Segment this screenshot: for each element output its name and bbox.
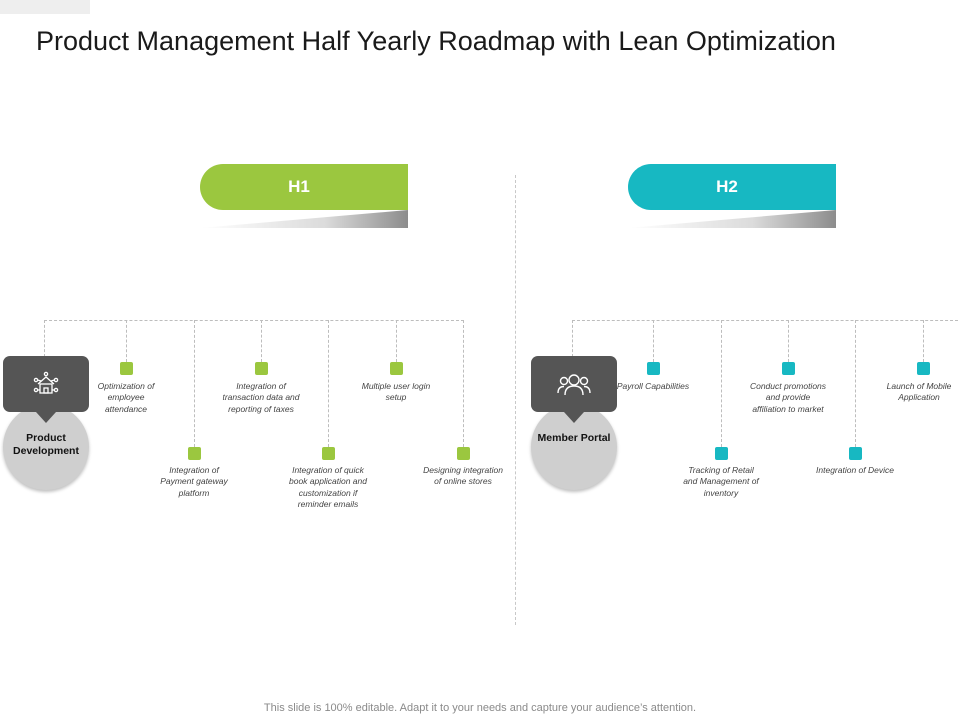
item-marker — [322, 447, 335, 460]
item-text: Launch of Mobile Application — [886, 381, 952, 403]
hub-icon-box-h2 — [531, 356, 617, 412]
phase-label-h1: H1 — [288, 177, 310, 196]
item-text: Conduct promotions and provide affiliati… — [749, 381, 827, 414]
connector-drop — [463, 320, 464, 447]
item-marker — [849, 447, 862, 460]
item-marker — [457, 447, 470, 460]
connector-drop — [261, 320, 262, 362]
item-text: Integration of Device — [816, 465, 894, 475]
connector-drop — [788, 320, 789, 362]
connector-drop — [396, 320, 397, 362]
phase-banner-h1: H1 — [200, 164, 408, 210]
hub-label-h1: Product Development — [13, 432, 79, 457]
connector-drop — [44, 320, 45, 357]
connector-drop — [328, 320, 329, 447]
connector-drop — [923, 320, 924, 362]
hub-pointer-h1 — [36, 412, 56, 423]
item-text: Optimization of employee attendance — [97, 381, 155, 414]
item-text: Tracking of Retail and Management of inv… — [683, 465, 759, 498]
corner-tab — [0, 0, 90, 14]
hub-icon-box-h1 — [3, 356, 89, 412]
slide-title: Product Management Half Yearly Roadmap w… — [36, 26, 836, 56]
item-marker — [390, 362, 403, 375]
banner-shadow-h2 — [628, 210, 836, 228]
item-marker — [917, 362, 930, 375]
house-network-icon — [33, 371, 59, 394]
item-marker — [255, 362, 268, 375]
hub-pointer-h2 — [564, 412, 584, 423]
phase-label-h2: H2 — [716, 177, 738, 196]
item-text: Integration of Payment gateway platform — [160, 465, 228, 498]
item-marker — [647, 362, 660, 375]
connector-drop — [721, 320, 722, 447]
item-text: Integration of quick book application an… — [289, 465, 367, 509]
connector-drop — [653, 320, 654, 362]
banner-shadow-h1 — [200, 210, 408, 228]
connector-drop — [572, 320, 573, 357]
connector-drop — [126, 320, 127, 362]
phase-banner-h2: H2 — [628, 164, 836, 210]
item-marker — [782, 362, 795, 375]
connector-drop — [194, 320, 195, 447]
connector-line-h1 — [44, 320, 464, 321]
item-text: Integration of transaction data and repo… — [222, 381, 300, 414]
item-text: Payroll Capabilities — [616, 381, 690, 391]
item-marker — [188, 447, 201, 460]
connector-line-h2 — [572, 320, 958, 321]
item-text: Designing integration of online stores — [423, 465, 503, 487]
item-text: Multiple user login setup — [361, 381, 431, 403]
connector-drop — [855, 320, 856, 447]
hub-label-h2: Member Portal — [537, 432, 611, 444]
item-marker — [715, 447, 728, 460]
footer-note: This slide is 100% editable. Adapt it to… — [263, 702, 697, 714]
item-marker — [120, 362, 133, 375]
center-divider — [515, 175, 516, 625]
users-group-icon — [557, 374, 591, 396]
